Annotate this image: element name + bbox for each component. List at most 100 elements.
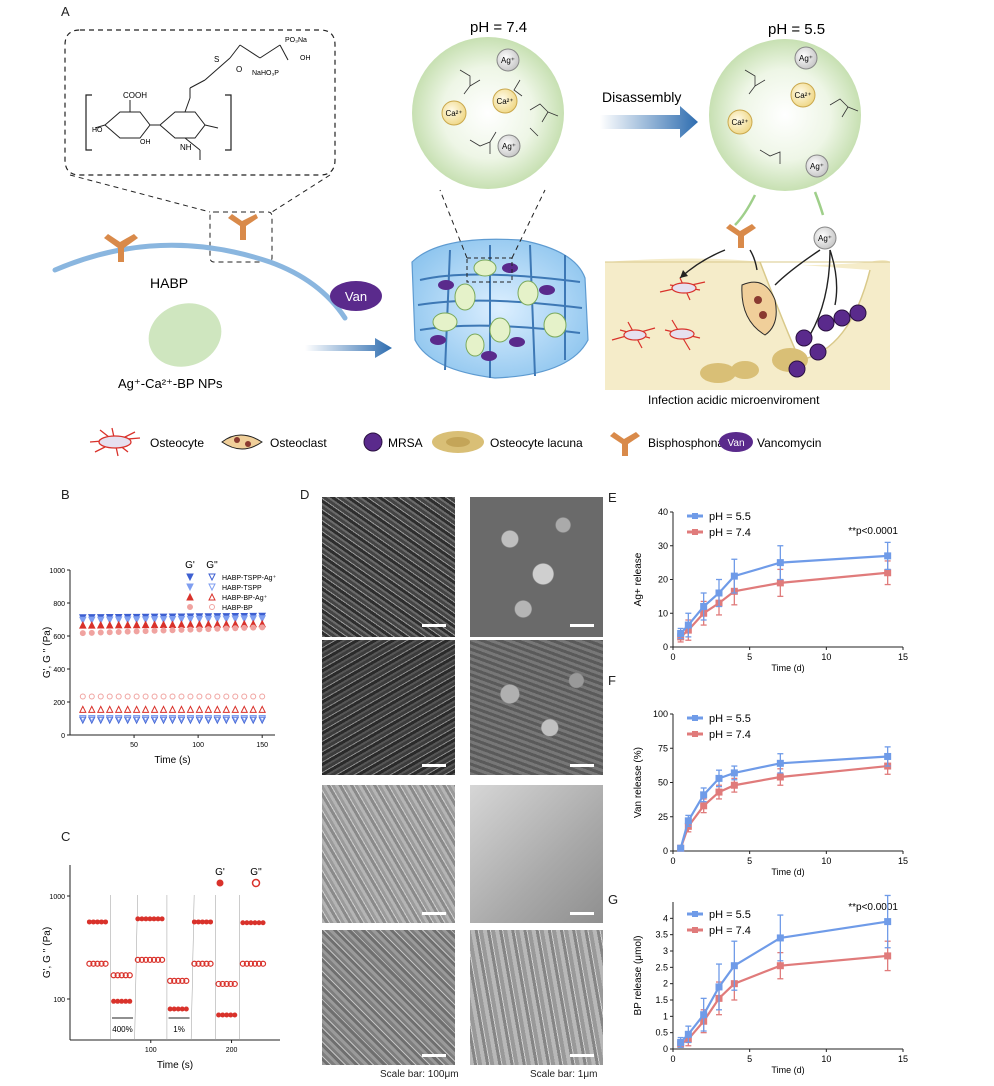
- data-point-loss: [152, 694, 157, 699]
- y-tick-label: 4: [663, 913, 668, 923]
- data-point: [884, 918, 891, 925]
- data-point-storage: [206, 627, 211, 632]
- y-axis-label: Ag+ release: [633, 552, 644, 606]
- data-point-loss: [223, 706, 229, 712]
- data-point-loss: [116, 706, 122, 712]
- chem-ho: HO: [92, 127, 103, 134]
- data-point-loss: [125, 706, 131, 712]
- data-point: [777, 760, 784, 767]
- data-point-storage: [152, 622, 158, 628]
- data-point-loss: [143, 694, 148, 699]
- data-point-loss: [260, 694, 265, 699]
- data-point-loss: [134, 694, 139, 699]
- y-axis-label: Van release (%): [633, 747, 644, 818]
- data-point-storage: [89, 622, 95, 628]
- data-point-storage: [161, 622, 167, 628]
- ion-ag: Ag⁺: [806, 155, 828, 177]
- y-tick-label: 0.5: [655, 1028, 668, 1038]
- y-tick-label: 3: [663, 946, 668, 956]
- data-point-storage: [116, 622, 122, 628]
- chart-b-storage-loss-modulus: 0200400600800100050 100 150Time (s)G', G '…: [40, 540, 290, 780]
- data-point-loss: [89, 706, 95, 712]
- svg-text:Ag⁺: Ag⁺: [799, 54, 813, 63]
- data-point-loss: [161, 706, 167, 712]
- van-label: Van: [345, 289, 367, 304]
- series-line: [681, 922, 888, 1043]
- bisphosphonate-icon: [726, 224, 756, 248]
- data-point: [685, 1031, 692, 1038]
- chem-s: S: [214, 55, 219, 64]
- sem-image: [470, 497, 603, 637]
- data-point-loss: [98, 706, 104, 712]
- legend-label: HABP-TSPP: [222, 585, 262, 592]
- y-tick-label: 50: [658, 778, 668, 788]
- x-axis-label: Time (s): [157, 1060, 193, 1071]
- x-axis-label: Time (s): [154, 755, 190, 766]
- svg-text:Ca²⁺: Ca²⁺: [496, 97, 513, 106]
- nanoparticle-blob: [140, 293, 231, 377]
- x-tick-label: 0: [670, 1054, 675, 1064]
- x-axis-label: Time (d): [771, 1065, 804, 1075]
- scale-caption-left: Scale bar: 100μm: [380, 1069, 459, 1080]
- ph74-label: pH = 7.4: [470, 19, 527, 36]
- data-point-loss: [241, 706, 247, 712]
- y-tick-label: 0: [663, 1044, 668, 1054]
- scale-caption-right: Scale bar: 1μm: [530, 1069, 597, 1080]
- y-tick-label: 10: [658, 608, 668, 618]
- svg-text:Ag⁺: Ag⁺: [810, 162, 824, 171]
- y-tick-label: 20: [658, 575, 668, 585]
- data-point-storage: [179, 627, 184, 632]
- x-tick-label: 15: [898, 856, 908, 866]
- data-point-loss: [188, 694, 193, 699]
- y-axis-label: G', G '' (Pa): [42, 627, 53, 678]
- svg-text:Ca²⁺: Ca²⁺: [445, 109, 462, 118]
- data-point-storage: [107, 630, 112, 635]
- data-point: [716, 983, 723, 990]
- chem-po3na: PO₃Na: [285, 37, 307, 44]
- lacuna-icon: [432, 431, 484, 453]
- y-tick-label: 1.5: [655, 995, 668, 1005]
- data-point-storage: [242, 625, 247, 630]
- data-point-loss: [134, 706, 140, 712]
- svg-text:Ag⁺: Ag⁺: [502, 142, 516, 151]
- sem-image: [470, 785, 603, 923]
- y-tick-label: 40: [658, 507, 668, 517]
- data-point-loss: [107, 694, 112, 699]
- legend-marker: [209, 594, 215, 600]
- chart-f-van-release: 02550751000 5 10 15Time (d)Van release (%)p…: [625, 700, 925, 880]
- data-point-storage: [89, 630, 94, 635]
- data-point: [731, 782, 738, 789]
- legend-marker: [692, 513, 698, 519]
- y-tick-label: 25: [658, 812, 668, 822]
- data-point-storage: [188, 627, 193, 632]
- legend-marker: [692, 731, 698, 737]
- data-point: [777, 579, 784, 586]
- legend-header: G': [215, 867, 225, 878]
- panel-label-c: C: [61, 829, 70, 844]
- data-point-loss: [251, 694, 256, 699]
- legend-marker: [692, 715, 698, 721]
- data-point: [777, 962, 784, 969]
- svg-text:Ca²⁺: Ca²⁺: [731, 118, 748, 127]
- sem-image: [322, 930, 455, 1065]
- y-tick-label: 75: [658, 743, 668, 753]
- data-point: [777, 774, 784, 781]
- data-point-storage: [197, 627, 202, 632]
- data-point-storage: [103, 919, 108, 924]
- data-point-storage: [208, 919, 213, 924]
- data-point: [731, 573, 738, 580]
- disassembly-label: Disassembly: [602, 89, 681, 105]
- chem-o: O: [236, 65, 242, 74]
- data-point-loss: [125, 694, 130, 699]
- data-point-storage: [125, 629, 130, 634]
- series-line: [681, 556, 888, 634]
- x-tick-label: 10: [821, 652, 831, 662]
- y-tick-label: 1000: [49, 894, 65, 901]
- data-point: [677, 1039, 684, 1046]
- chem-oh: OH: [300, 55, 311, 62]
- data-point-loss: [197, 694, 202, 699]
- y-tick-label: 100: [653, 709, 668, 719]
- data-point-storage: [80, 622, 86, 628]
- data-point-loss: [179, 694, 184, 699]
- ion-ag: Ag⁺: [497, 49, 519, 71]
